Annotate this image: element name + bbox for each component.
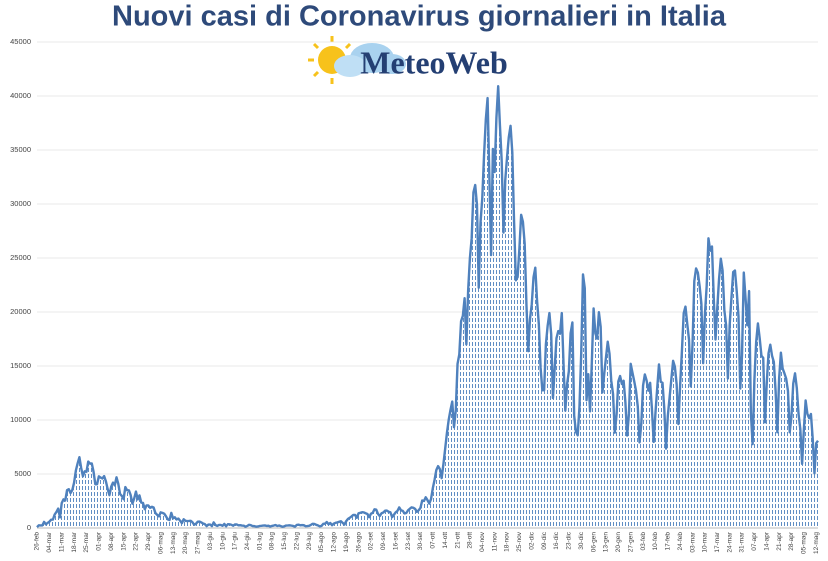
y-tick-label: 35000 xyxy=(10,145,31,154)
x-tick-label: 20-mag xyxy=(182,532,189,554)
x-tick-label: 21-ott xyxy=(454,532,461,549)
x-tick-label: 11-mar xyxy=(58,531,65,552)
x-tick-label: 22-apr xyxy=(133,531,140,551)
x-tick-label: 26-ago xyxy=(355,532,362,553)
x-tick-label: 25-nov xyxy=(516,531,523,552)
x-tick-label: 17-giu xyxy=(232,532,239,550)
x-tick-label: 27-gen xyxy=(627,532,634,553)
y-tick-label: 20000 xyxy=(10,307,31,316)
y-tick-label: 15000 xyxy=(10,361,31,370)
logo-text: MeteoWeb xyxy=(360,44,508,80)
x-tick-label: 02-set xyxy=(368,532,375,550)
x-tick-label: 09-set xyxy=(380,532,387,550)
x-tick-label: 20-gen xyxy=(615,532,622,553)
x-tick-label: 08-apr xyxy=(108,531,115,551)
x-tick-label: 14-ott xyxy=(442,532,449,549)
y-tick-label: 10000 xyxy=(10,415,31,424)
x-tick-label: 09-dic xyxy=(541,531,548,549)
x-tick-label: 05-mag xyxy=(801,532,808,554)
x-tick-label: 16-dic xyxy=(553,531,560,549)
x-tick-label: 23-set xyxy=(405,532,412,550)
x-tick-label: 15-apr xyxy=(120,531,127,551)
x-tick-label: 12-ago xyxy=(331,532,338,553)
x-tick-label: 24-mar xyxy=(726,531,733,552)
x-tick-label: 17-mar xyxy=(714,531,721,552)
x-tick-label: 23-dic xyxy=(566,531,573,549)
x-tick-label: 21-apr xyxy=(776,531,783,551)
x-tick-label: 27-mag xyxy=(195,532,202,554)
x-tick-label: 24-feb xyxy=(677,532,684,551)
x-tick-label: 13-mag xyxy=(170,532,177,554)
x-tick-label: 19-ago xyxy=(343,532,350,553)
chart-title: Nuovi casi di Coronavirus giornalieri in… xyxy=(112,1,727,33)
area-fill xyxy=(37,86,818,528)
x-tick-label: 31-mar xyxy=(739,531,746,552)
y-tick-label: 25000 xyxy=(10,253,31,262)
x-tick-label: 02-dic xyxy=(528,531,535,549)
x-tick-label: 13-gen xyxy=(603,532,610,553)
x-tick-label: 24-giu xyxy=(244,532,251,550)
x-tick-label: 10-feb xyxy=(652,532,659,551)
x-tick-label: 18-mar xyxy=(71,531,78,552)
x-tick-label: 01-apr xyxy=(96,531,103,551)
x-tick-label: 30-set xyxy=(417,532,424,550)
x-tick-label: 18-nov xyxy=(504,531,511,552)
x-tick-label: 03-mar xyxy=(689,531,696,552)
x-tick-label: 04-nov xyxy=(479,531,486,552)
x-tick-label: 12-mag xyxy=(813,532,820,554)
x-tick-label: 07-ott xyxy=(430,532,437,549)
y-tick-label: 0 xyxy=(27,523,31,532)
y-tick-label: 30000 xyxy=(10,199,31,208)
x-tick-label: 07-apr xyxy=(751,531,758,551)
x-tick-label: 16-set xyxy=(392,532,399,550)
x-tick-label: 15-lug xyxy=(281,532,288,550)
x-tick-label: 29-apr xyxy=(145,531,152,551)
x-tick-label: 05-ago xyxy=(318,532,325,553)
x-tick-label: 28-apr xyxy=(788,531,795,551)
y-tick-label: 45000 xyxy=(10,37,31,46)
x-tick-label: 10-giu xyxy=(219,532,226,550)
x-tick-label: 14-apr xyxy=(763,531,770,551)
x-tick-label: 25-mar xyxy=(83,531,90,552)
y-tick-label: 40000 xyxy=(10,91,31,100)
x-tick-label: 03-giu xyxy=(207,532,214,550)
x-tick-label: 01-lug xyxy=(256,532,263,550)
x-tick-label: 17-feb xyxy=(665,532,672,551)
x-tick-label: 29-lug xyxy=(306,532,313,550)
x-tick-label: 28-ott xyxy=(467,532,474,549)
x-tick-label: 04-mar xyxy=(46,531,53,552)
x-tick-label: 10-mar xyxy=(702,531,709,552)
x-tick-label: 26-feb xyxy=(34,532,41,551)
x-tick-label: 06-gen xyxy=(590,532,597,553)
y-tick-label: 5000 xyxy=(14,469,31,478)
x-tick-label: 30-dic xyxy=(578,531,585,549)
x-tick-label: 22-lug xyxy=(293,532,300,550)
logo xyxy=(308,36,406,84)
x-tick-label: 06-mag xyxy=(157,532,164,554)
x-tick-label: 03-feb xyxy=(640,532,647,551)
x-tick-label: 11-nov xyxy=(491,531,498,551)
line xyxy=(36,85,819,528)
x-tick-label: 08-lug xyxy=(269,532,276,550)
